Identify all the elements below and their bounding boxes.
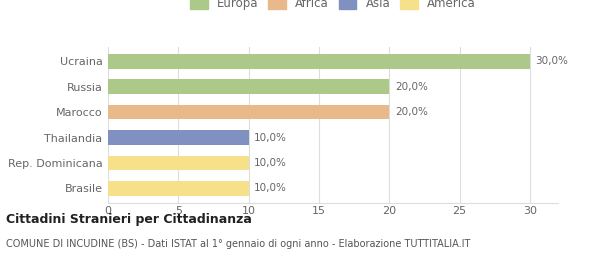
Bar [108, 181, 248, 196]
Text: Cittadini Stranieri per Cittadinanza: Cittadini Stranieri per Cittadinanza [6, 213, 252, 226]
Bar [108, 130, 248, 145]
Bar [108, 54, 530, 69]
Text: 20,0%: 20,0% [395, 82, 428, 92]
Text: 10,0%: 10,0% [254, 133, 287, 142]
Text: 30,0%: 30,0% [536, 56, 568, 66]
Text: COMUNE DI INCUDINE (BS) - Dati ISTAT al 1° gennaio di ogni anno - Elaborazione T: COMUNE DI INCUDINE (BS) - Dati ISTAT al … [6, 239, 470, 249]
Legend: Europa, Africa, Asia, America: Europa, Africa, Asia, America [187, 0, 479, 14]
Text: 20,0%: 20,0% [395, 107, 428, 117]
Bar [108, 105, 389, 119]
Bar [108, 79, 389, 94]
Text: 10,0%: 10,0% [254, 158, 287, 168]
Bar [108, 155, 248, 170]
Text: 10,0%: 10,0% [254, 183, 287, 193]
